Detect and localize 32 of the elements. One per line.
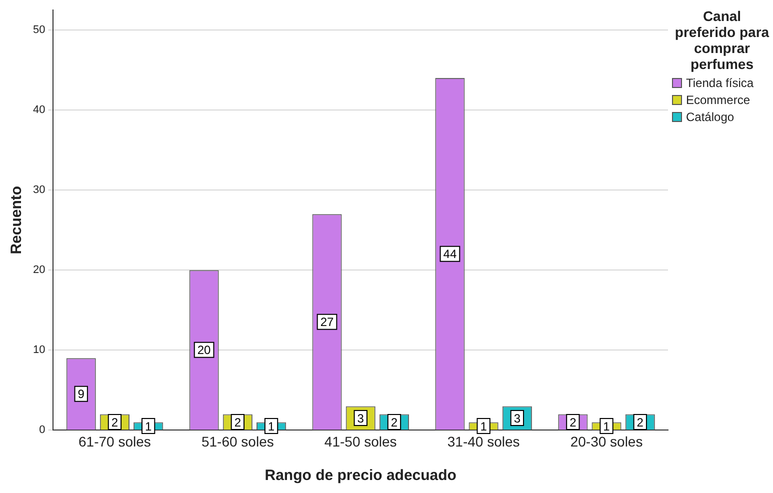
y-tick-label: 20 (32, 264, 46, 276)
x-tick-label: 41-50 soles (324, 433, 397, 450)
data-label: 3 (514, 411, 521, 426)
x-tick-label: 31-40 soles (447, 433, 520, 450)
y-axis-title: Recuento (8, 186, 26, 254)
data-label: 1 (268, 419, 275, 434)
data-label: 44 (443, 247, 457, 262)
data-label: 2 (570, 415, 577, 430)
x-tick-label: 20-30 soles (570, 433, 643, 450)
data-label: 20 (197, 343, 212, 358)
data-label: 2 (390, 415, 398, 430)
y-tick-label: 50 (32, 24, 46, 36)
legend-label: Ecommerce (686, 93, 750, 107)
data-label: 9 (78, 387, 85, 402)
data-label: 2 (636, 415, 644, 430)
data-label: 3 (357, 411, 364, 426)
y-tick-label: 30 (32, 184, 46, 196)
data-label: 1 (603, 419, 610, 434)
x-tick-label: 61-70 soles (78, 433, 151, 450)
data-label: 27 (320, 315, 334, 330)
legend-label: Catálogo (686, 110, 734, 124)
legend-title: Canal preferido para comprar perfumes (674, 8, 770, 72)
y-tick-label: 10 (32, 344, 46, 356)
data-label: 1 (480, 419, 488, 434)
y-tick-label: 40 (32, 104, 46, 116)
x-axis-title: Rango de precio adecuado (264, 467, 456, 484)
x-tick-label: 51-60 soles (201, 433, 274, 450)
data-label: 2 (234, 415, 242, 430)
legend-label: Tienda física (686, 76, 754, 90)
data-label: 1 (144, 419, 152, 434)
data-label: 2 (111, 415, 118, 430)
y-tick-label: 0 (39, 424, 46, 436)
